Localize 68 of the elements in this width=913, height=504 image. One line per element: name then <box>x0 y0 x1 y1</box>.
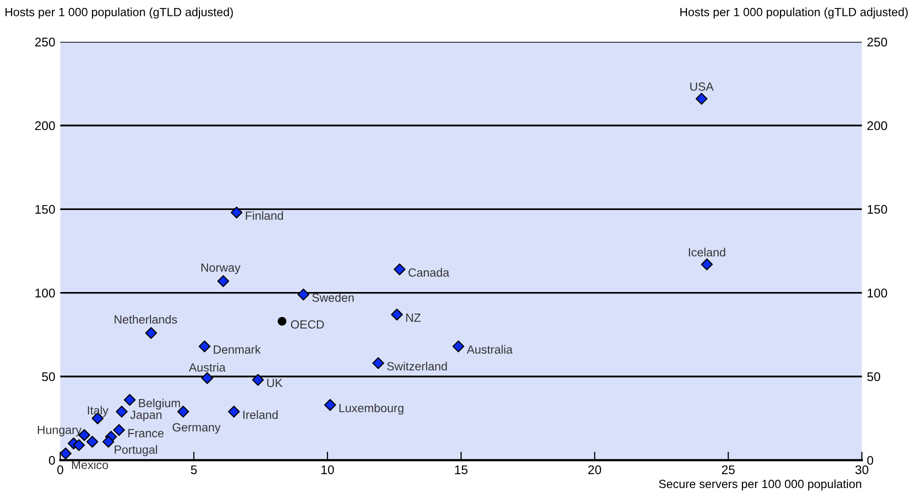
annotation: Austria <box>188 362 226 372</box>
point <box>324 399 336 411</box>
x-tick-label: 20 <box>588 465 602 474</box>
point <box>116 406 128 418</box>
point <box>394 263 406 276</box>
y2-axis-title: Hosts per 1 000 population (gTLD adjusted) <box>680 8 908 19</box>
annotation: France <box>128 429 164 438</box>
annotation: Finland <box>246 211 283 220</box>
y2-tick-label: 250 <box>867 38 888 46</box>
x-tick-label: 15 <box>455 465 468 474</box>
annotation: Mexico <box>72 460 108 470</box>
y-tick-label: 0 <box>48 456 55 465</box>
annotation: Switzerland <box>387 362 447 370</box>
annotation: Japan <box>130 410 162 422</box>
y2-tick-label: 50 <box>867 372 880 382</box>
y-tick-label: 100 <box>35 288 55 298</box>
y2-tick-label: 100 <box>868 288 888 298</box>
y2-tick-label: 0 <box>867 456 874 465</box>
x-tick-label: 25 <box>722 465 735 474</box>
annotation: Australia <box>466 345 513 354</box>
point <box>391 308 403 321</box>
x-tick-label: 0 <box>57 465 64 474</box>
annotation: Hungary <box>38 426 82 436</box>
annotation: USA <box>690 82 714 91</box>
annotation: OECD <box>290 320 324 329</box>
point <box>113 424 125 436</box>
annotation: Netherlands <box>114 314 177 324</box>
point <box>372 357 384 370</box>
annotation: NZ <box>406 314 421 322</box>
annotation: Belgium <box>139 398 180 410</box>
point <box>124 394 136 406</box>
annotation: UK <box>267 378 283 388</box>
annotation: Ireland <box>243 410 278 419</box>
y-tick-label: 150 <box>35 204 55 214</box>
point <box>198 340 210 352</box>
y-tick-label: 200 <box>35 121 55 130</box>
point <box>700 258 713 270</box>
annotation: Portugal <box>114 445 157 456</box>
annotation: Norway <box>201 264 240 274</box>
annotation: Luxembourg <box>339 404 404 415</box>
point <box>228 406 240 418</box>
point <box>452 340 464 352</box>
x-tick-label: 10 <box>321 465 334 474</box>
annotation: Denmark <box>214 345 261 354</box>
y-tick-label: 250 <box>35 38 55 46</box>
point <box>252 374 264 386</box>
point <box>102 436 114 448</box>
y-tick-label: 50 <box>42 372 55 382</box>
y2-tick-label: 150 <box>868 204 888 214</box>
point <box>217 275 230 288</box>
annotation: Germany <box>172 423 221 434</box>
point <box>201 372 214 384</box>
point <box>278 316 286 326</box>
annotation: Canada <box>408 268 450 277</box>
y2-tick-label: 200 <box>867 121 888 130</box>
x-axis-title: Secure servers per 100 000 population <box>658 479 862 490</box>
point <box>86 436 98 448</box>
annotation: Sweden <box>312 293 354 302</box>
point <box>230 206 243 218</box>
annotation: Italy <box>88 406 108 417</box>
point <box>73 439 85 452</box>
y-axis-title: Hosts per 1 000 population (gTLD adjusted) <box>6 8 233 19</box>
x-tick-label: 30 <box>855 465 868 474</box>
point <box>696 92 708 105</box>
point <box>297 288 310 300</box>
x-tick-label: 5 <box>190 465 197 474</box>
point <box>145 327 158 339</box>
annotation: Iceland <box>688 248 726 256</box>
